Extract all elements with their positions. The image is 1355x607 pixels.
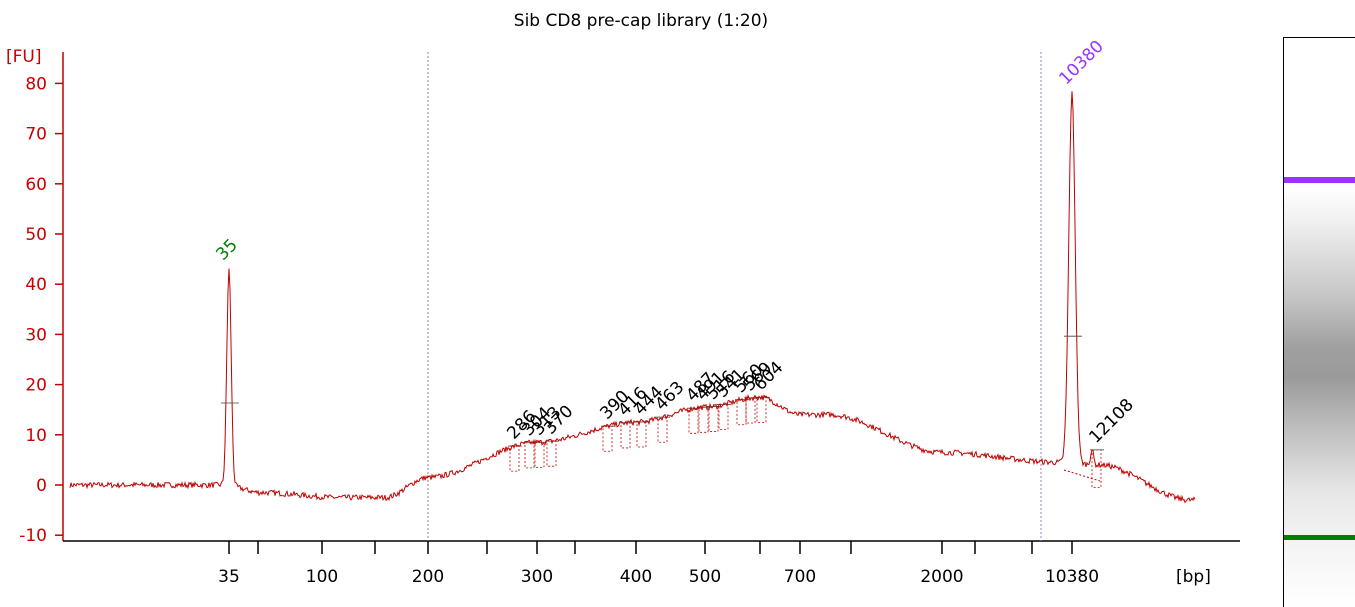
chart-title: Sib CD8 pre-cap library (1:20) (514, 11, 768, 31)
peak-box (698, 406, 709, 433)
peak-box (736, 399, 747, 426)
x-tick-label: 400 (620, 567, 652, 587)
x-axis-label: [bp] (1176, 567, 1211, 587)
x-tick-label: 500 (689, 567, 721, 587)
x-tick-label: 100 (306, 567, 338, 587)
peak-box (756, 396, 767, 423)
peak-box (602, 425, 613, 452)
trace-line (69, 91, 1196, 504)
peak-box (745, 397, 756, 424)
x-tick-label: 35 (218, 567, 240, 587)
y-tick-label: 0 (36, 476, 47, 496)
peak-box (509, 445, 520, 472)
gel-smear (1284, 188, 1355, 607)
y-tick-label: 50 (25, 225, 47, 245)
y-tick-label: 30 (25, 325, 47, 345)
y-tick-label: -10 (19, 526, 47, 546)
y-tick-label: 70 (25, 125, 47, 145)
y-tick-label: 40 (25, 275, 47, 295)
peak-box (546, 440, 557, 467)
peak-box (708, 406, 719, 432)
y-tick-label: 80 (25, 74, 47, 94)
peak-box (620, 422, 631, 449)
x-tick-label: 300 (521, 567, 553, 587)
peak-label: 12108 (1085, 395, 1137, 447)
gel-image (1283, 37, 1355, 607)
peak-box (636, 421, 647, 448)
peak-box (718, 404, 729, 430)
x-tick-label: 700 (784, 567, 816, 587)
x-tick-label: 200 (412, 567, 444, 587)
electropherogram-chart: Sib CD8 pre-cap library (1:20) [FU] [bp]… (6, 11, 1240, 587)
x-tick-label: 2000 (920, 567, 963, 587)
marker-peak-label: 10380 (1055, 37, 1107, 89)
y-tick-label: 60 (25, 175, 47, 195)
x-tick-label: 10380 (1045, 567, 1099, 587)
gel-upper-marker-band (1284, 177, 1355, 183)
baseline-dotted (1063, 469, 1101, 482)
peak-box (657, 416, 668, 443)
peak-box (534, 441, 545, 468)
marker-peak-label: 35 (212, 235, 241, 264)
y-tick-label: 20 (25, 376, 47, 396)
gel-lower-marker-band (1284, 535, 1355, 540)
y-tick-label: 10 (25, 426, 47, 446)
peak-box (524, 442, 535, 469)
y-axis-label: [FU] (6, 47, 42, 67)
